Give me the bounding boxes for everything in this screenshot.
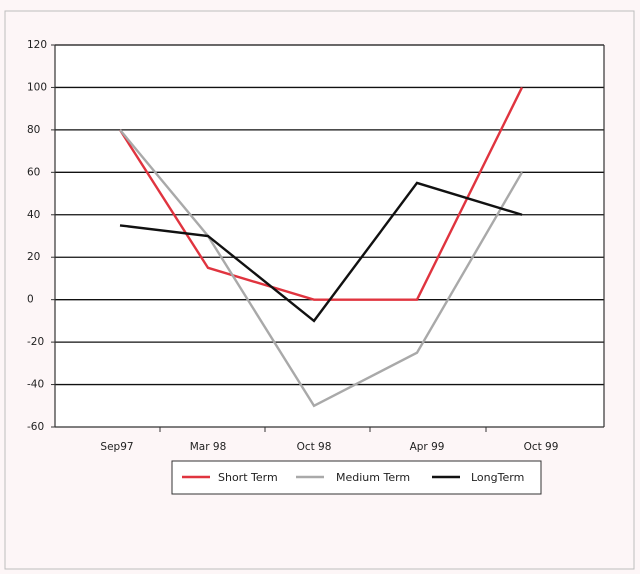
y-tick-label: 0 — [27, 294, 34, 306]
x-tick-label: Oct 99 — [524, 441, 559, 453]
legend: Short Term Medium Term LongTerm — [171, 460, 542, 495]
y-tick-label: 20 — [27, 251, 40, 263]
legend-label: LongTerm — [471, 471, 524, 484]
series-line-short-term — [118, 86, 524, 301]
y-tick-label: 80 — [27, 124, 40, 136]
legend-label: Short Term — [218, 471, 278, 484]
y-axis-ticks: 120 100 80 60 40 20 0 -20 -40 -60 — [27, 39, 55, 433]
series-line-longterm — [119, 181, 523, 323]
legend-label: Medium Term — [336, 471, 410, 484]
y-tick-label: 60 — [27, 166, 40, 178]
y-tick-label: -40 — [27, 379, 44, 391]
y-tick-label: -60 — [27, 421, 44, 433]
grid-lines — [54, 44, 605, 428]
plot-area — [55, 45, 604, 427]
y-tick-label: 40 — [27, 209, 40, 221]
legend-box — [171, 460, 542, 495]
y-tick-label: 100 — [27, 81, 47, 93]
x-axis-ticks: Sep97 Mar 98 Oct 98 Apr 99 Oct 99 — [100, 427, 558, 453]
x-tick-label: Oct 98 — [297, 441, 332, 453]
series-lines — [118, 86, 524, 408]
x-tick-label: Apr 99 — [410, 441, 445, 453]
y-tick-label: -20 — [27, 336, 44, 348]
series-line-medium-term — [119, 129, 524, 408]
x-tick-label: Mar 98 — [190, 441, 227, 453]
y-tick-label: 120 — [27, 39, 47, 51]
x-tick-label: Sep97 — [100, 441, 133, 453]
outer-border — [4, 10, 635, 570]
